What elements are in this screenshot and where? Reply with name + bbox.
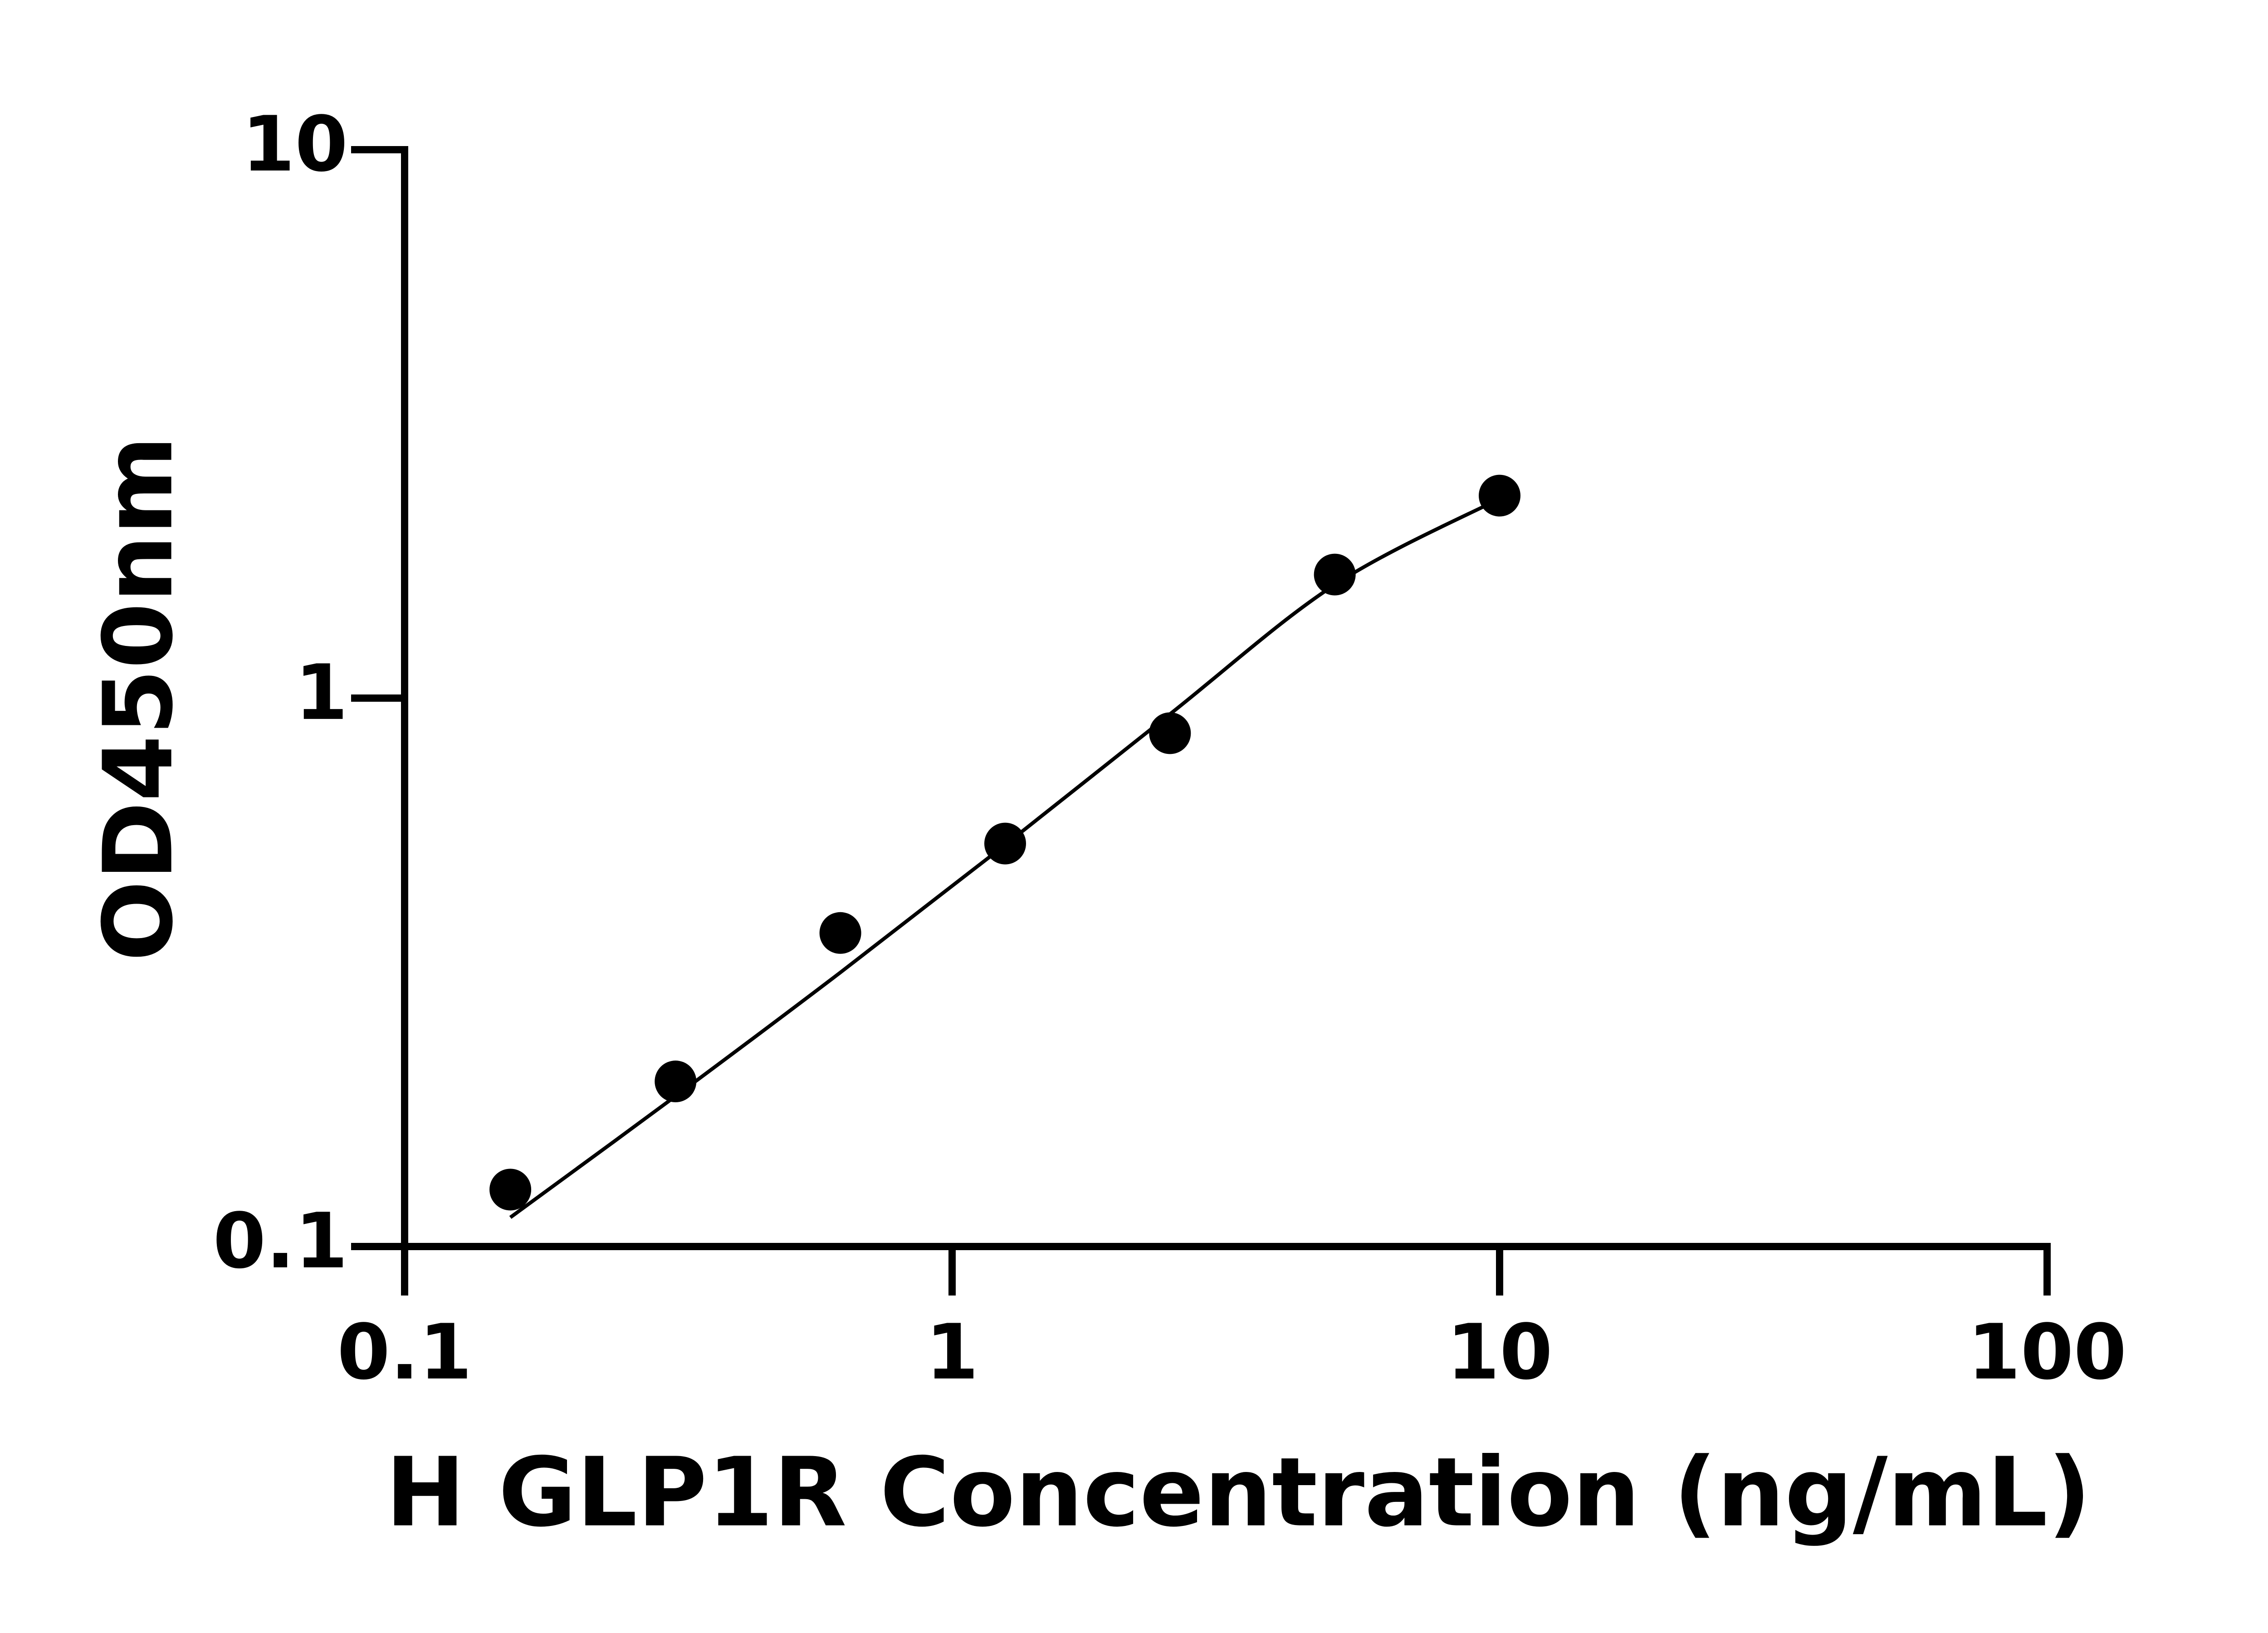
data-point — [655, 1061, 697, 1103]
data-point — [1149, 712, 1191, 754]
data-point — [1314, 553, 1356, 596]
y-tick-label: 10 — [242, 100, 348, 189]
x-axis-title: H GLP1R Concentration (ng/mL) — [386, 1437, 2091, 1548]
data-point — [1479, 474, 1520, 517]
x-tick-label: 1 — [926, 1308, 979, 1397]
x-tick-label: 0.1 — [337, 1308, 472, 1397]
x-tick-label: 10 — [1447, 1308, 1553, 1397]
y-tick-label: 1 — [295, 648, 348, 737]
data-point — [489, 1169, 532, 1211]
y-axis-title: OD450nm — [83, 435, 194, 962]
data-point — [819, 912, 861, 954]
data-point — [984, 822, 1026, 865]
x-tick-label: 100 — [1968, 1308, 2127, 1397]
y-tick-label: 0.1 — [213, 1197, 348, 1286]
